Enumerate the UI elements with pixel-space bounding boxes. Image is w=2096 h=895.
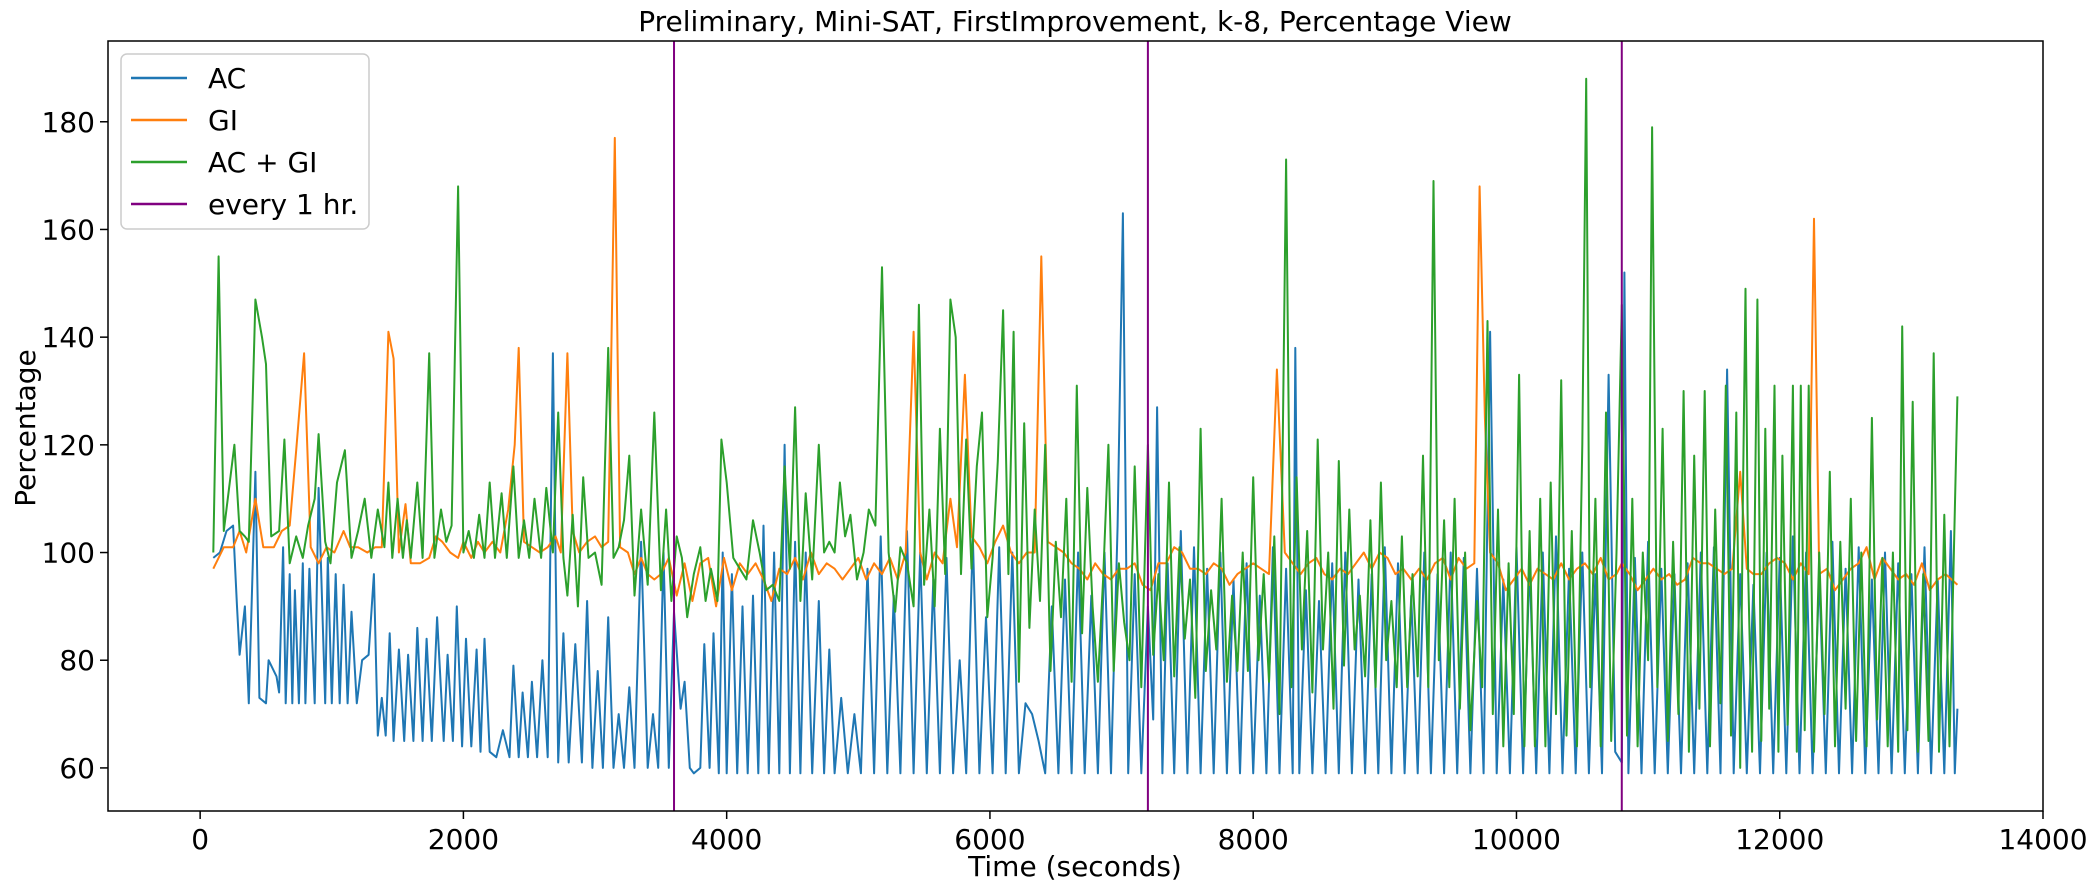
y-axis-label: Percentage xyxy=(9,349,42,507)
x-axis: 0 2000 4000 6000 8000 10000 12000 14000 xyxy=(191,811,2088,856)
chart-title: Preliminary, Mini-SAT, FirstImprovement,… xyxy=(638,5,1512,38)
series-layer xyxy=(212,77,1959,775)
x-tick-label: 12000 xyxy=(1735,823,1824,856)
legend-label-gi: GI xyxy=(208,104,238,137)
y-tick-label: 180 xyxy=(42,106,95,139)
y-tick-label: 100 xyxy=(42,537,95,570)
legend-box xyxy=(120,53,370,230)
y-tick-label: 80 xyxy=(59,644,95,677)
vline-layer xyxy=(673,41,1623,811)
x-axis-label: Time (seconds) xyxy=(967,850,1182,883)
y-axis: 60 80 100 120 140 160 180 xyxy=(42,106,108,785)
legend-label-every-1-hr: every 1 hr. xyxy=(208,188,358,221)
plot-frame xyxy=(107,40,2044,812)
legend-label-ac-gi: AC + GI xyxy=(208,146,317,179)
legend: AC GI AC + GI every 1 hr. xyxy=(120,53,370,230)
legend-label-ac: AC xyxy=(208,62,246,95)
x-tick-label: 10000 xyxy=(1472,823,1561,856)
series-line-ac-gi xyxy=(212,77,1959,769)
y-tick-label: 60 xyxy=(59,752,95,785)
x-tick-label: 4000 xyxy=(691,823,762,856)
x-tick-label: 8000 xyxy=(1218,823,1289,856)
y-tick-label: 120 xyxy=(42,429,95,462)
x-tick-label: 2000 xyxy=(428,823,499,856)
x-tick-label: 0 xyxy=(191,823,209,856)
x-tick-label: 6000 xyxy=(954,823,1025,856)
x-tick-label: 14000 xyxy=(1998,823,2087,856)
y-tick-label: 140 xyxy=(42,321,95,354)
y-tick-label: 160 xyxy=(42,213,95,246)
